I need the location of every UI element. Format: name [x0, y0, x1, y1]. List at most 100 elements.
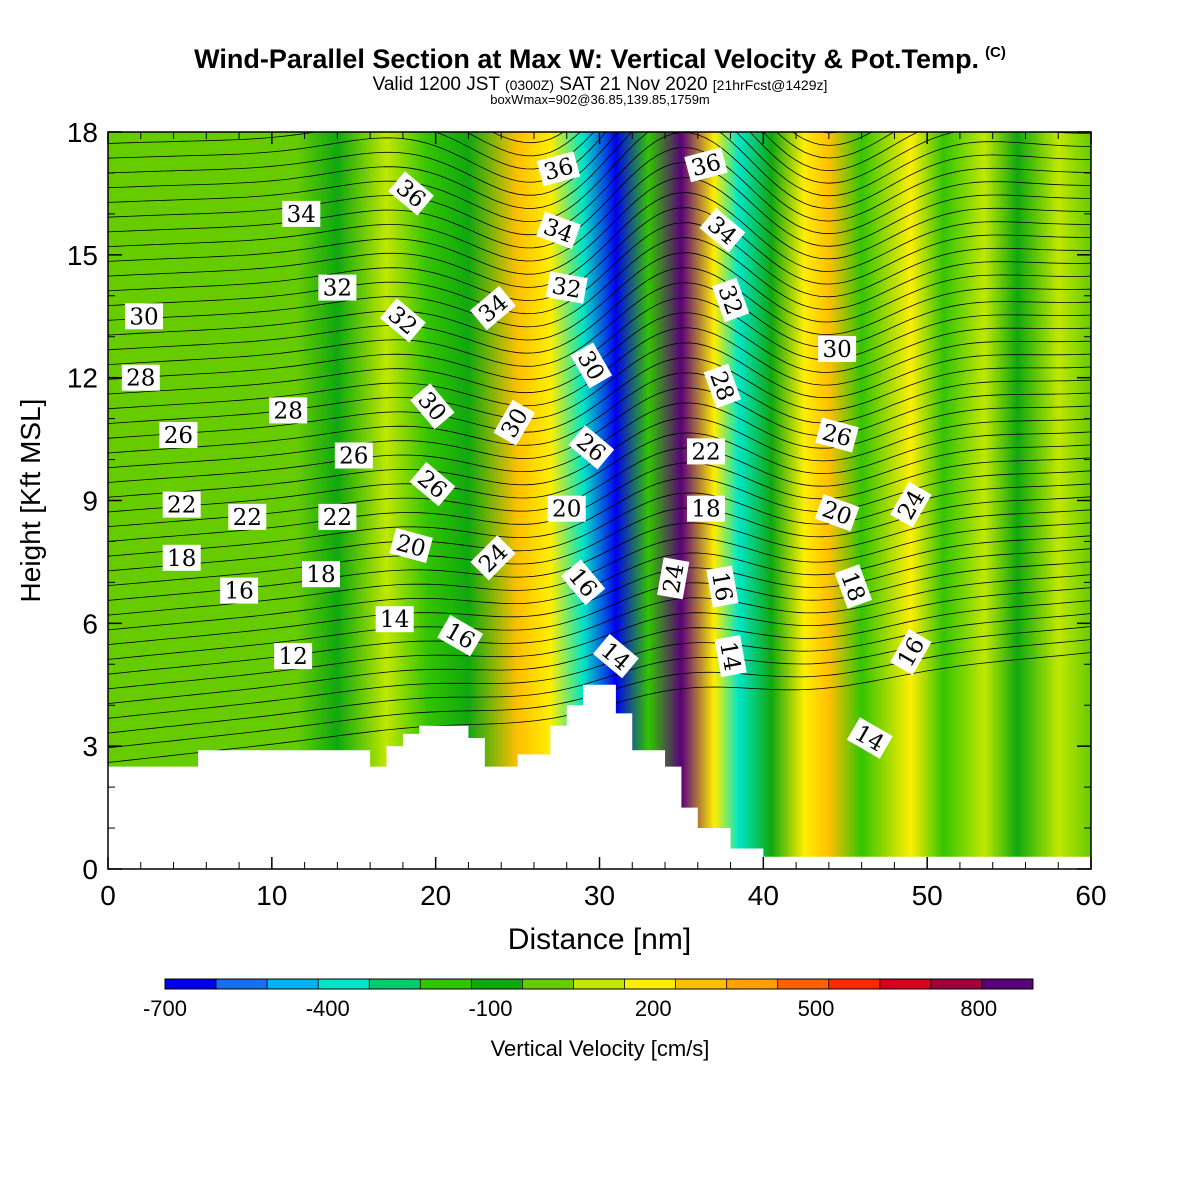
theta-contour-line: [108, 237, 1091, 328]
contour-label-box: [890, 481, 932, 528]
contour-label-box: [470, 535, 516, 581]
contour-label-box: [274, 643, 313, 670]
contour-label-text: 32: [550, 273, 583, 304]
x-tick-label: 40: [748, 880, 779, 911]
contour-label-box: [389, 528, 433, 563]
contour-label: 30: [125, 303, 163, 330]
contour-label-box: [121, 364, 160, 391]
x-tick-label: 10: [256, 880, 287, 911]
y-tick-label: 15: [67, 240, 98, 271]
contour-label-box: [388, 171, 435, 216]
contour-label-box: [545, 271, 588, 304]
colorbar-swatch: [522, 979, 574, 989]
contour-label: 22: [228, 503, 267, 531]
theta-contour-line: [108, 587, 1091, 690]
colorbar-swatch: [165, 979, 217, 989]
contour-label: 18: [302, 561, 340, 588]
contour-label-box: [699, 208, 746, 253]
colorbar-swatch: [267, 979, 319, 989]
contour-label-text: 28: [126, 366, 155, 392]
theta-contour-line: [108, 470, 1091, 557]
theta-contour-line: [108, 431, 1091, 513]
contour-label-box: [162, 491, 201, 518]
theta-contour-line: [108, 192, 1091, 288]
contour-label-text: 30: [129, 304, 158, 330]
y-tick-label: 0: [82, 854, 98, 885]
colorbar-tick-label: -100: [468, 996, 512, 1021]
theta-contour-line: [108, 162, 1091, 262]
contour-label-text: 34: [287, 202, 316, 228]
chart-subtitle: Valid 1200 JST (0300Z) SAT 21 Nov 2020 […: [0, 74, 1200, 96]
contour-label-box: [547, 495, 586, 522]
contour-label-box: [570, 342, 613, 389]
contour-label-box: [560, 559, 606, 606]
contour-label-text: 24: [659, 562, 690, 595]
contour-label-text: 22: [691, 439, 720, 465]
contour-label-box: [846, 717, 893, 759]
contour-label-text: 18: [167, 546, 196, 572]
theta-contour-line: [108, 496, 1091, 587]
contour-label-text: 26: [164, 423, 193, 449]
chart-title-text: Wind-Parallel Section at Max W: Vertical…: [194, 44, 980, 74]
theta-contour-line: [108, 132, 1091, 236]
contour-label: 26: [334, 442, 373, 470]
colorbar-tick-label: -400: [306, 996, 350, 1021]
contour-label-text: 28: [274, 398, 303, 424]
contour-label-box: [706, 565, 739, 608]
contour-label: 18: [162, 544, 201, 572]
contour-label-box: [592, 633, 639, 679]
contour-label-text: 22: [323, 505, 352, 531]
colorbar-swatch: [471, 979, 523, 989]
contour-label-box: [282, 200, 321, 227]
theta-contour-line: [108, 267, 1091, 354]
theta-contour-line: [108, 444, 1091, 528]
colorbar-swatch: [573, 979, 626, 989]
contour-label-text: 32: [323, 276, 352, 302]
theta-contour-line: [108, 222, 1091, 315]
contour-label: 30: [818, 336, 857, 363]
contour-label-box: [334, 442, 373, 469]
colorbar-swatch: [216, 979, 268, 989]
contour-label-box: [302, 561, 340, 588]
y-axis-label: Height [Kft MSL]: [15, 399, 46, 603]
contour-label-text: 18: [306, 562, 335, 588]
theta-contour-line: [108, 548, 1091, 645]
contour-label-box: [162, 544, 201, 571]
colorbar-swatch: [726, 979, 779, 989]
theta-contour-line: [108, 207, 1091, 301]
contour-label-box: [159, 422, 198, 448]
contour-label-box: [220, 577, 259, 604]
contour-label-text: 14: [714, 640, 745, 673]
theta-contour-line: [108, 147, 1091, 249]
colorbar-tick-label: -700: [143, 996, 187, 1021]
y-tick-label: 9: [82, 486, 98, 517]
theta-contour-line: [108, 297, 1091, 380]
contour-label-text: 16: [224, 579, 253, 605]
colorbar-swatch: [981, 979, 1034, 989]
contour-label-box: [714, 635, 747, 678]
contour-label: 16: [706, 565, 739, 608]
contour-label-box: [318, 503, 357, 530]
colorbar-swatch: [930, 979, 983, 989]
colorbar-swatch: [369, 979, 421, 989]
y-tick-label: 18: [67, 117, 98, 148]
contour-label: 18: [687, 495, 725, 523]
contour-label-box: [409, 461, 456, 507]
contour-label-box: [703, 363, 742, 409]
contour-label: 12: [274, 643, 313, 670]
contour-label-box: [687, 495, 725, 522]
contour-label-text: 20: [552, 497, 581, 523]
theta-contour-line: [108, 613, 1091, 719]
y-tick-label: 12: [67, 363, 98, 394]
colorbar-frame: [164, 978, 1034, 990]
colorbar: -700 -400 -100 200 500 800: [143, 978, 1034, 1021]
colorbar-swatch: [318, 979, 370, 989]
contour-label: 32: [545, 271, 588, 304]
terrain: [108, 684, 1091, 869]
contour-label-box: [493, 399, 536, 446]
theta-contour-line: [108, 12, 1091, 129]
colorbar-swatch: [879, 979, 932, 989]
valid-time-utc: (0300Z): [504, 77, 554, 93]
contour-label-box: [657, 557, 690, 600]
colorbar-swatch: [624, 979, 677, 989]
